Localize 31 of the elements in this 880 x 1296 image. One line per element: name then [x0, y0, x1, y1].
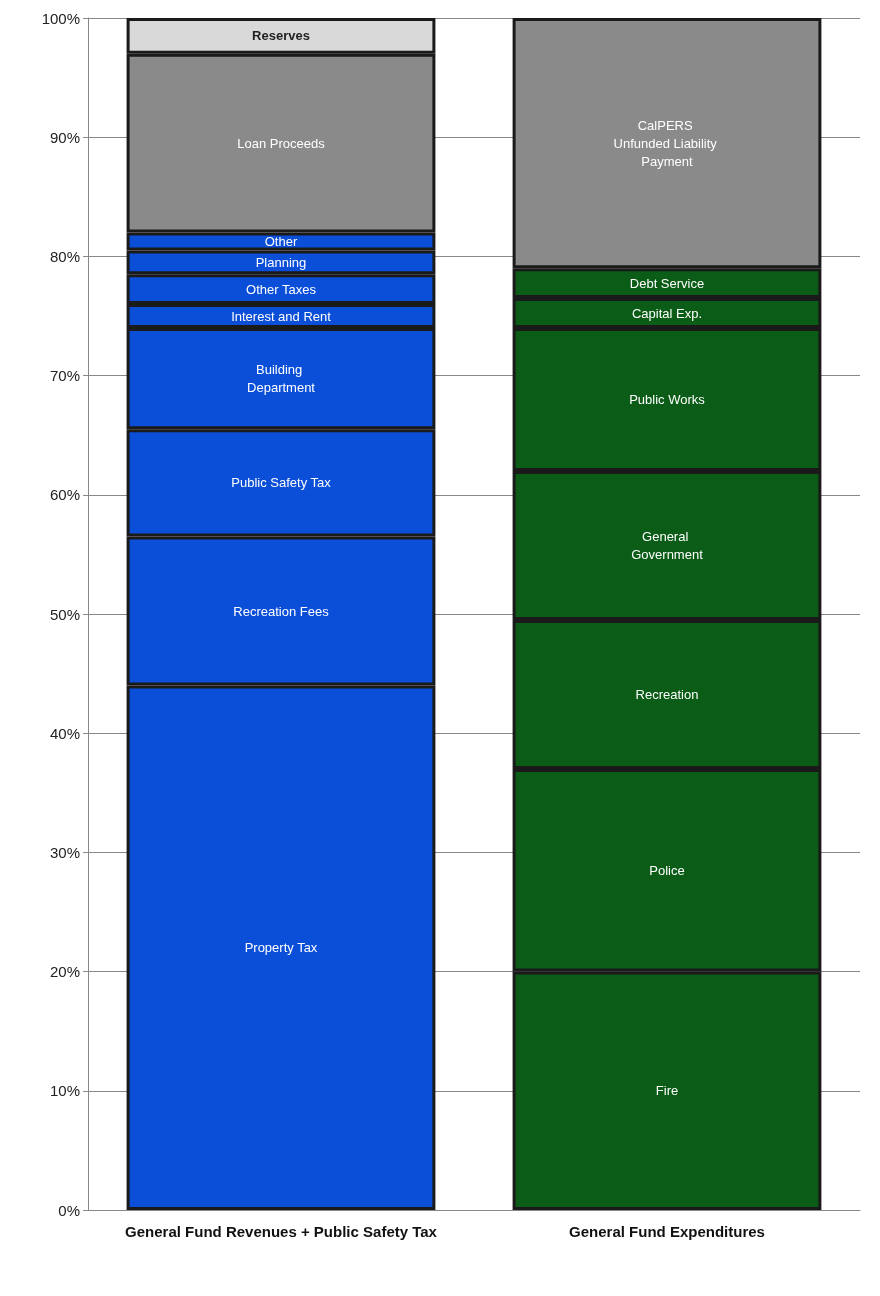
y-tick-label: 90% — [49, 128, 80, 146]
y-tick-label: 60% — [49, 486, 80, 504]
y-tick-label: 100% — [41, 9, 80, 27]
series-label: Public Works — [629, 391, 706, 407]
y-tick-label: 50% — [49, 605, 80, 623]
y-tick-label: 80% — [49, 247, 80, 265]
y-tick-label: 30% — [49, 843, 80, 861]
series-label: Fire — [655, 1083, 679, 1099]
series-label: General Government — [631, 528, 704, 562]
series-label: Debt Service — [629, 275, 705, 291]
series-label: Loan Proceeds — [237, 135, 326, 151]
y-tick-label: 10% — [49, 1082, 80, 1100]
series-label: Interest and Rent — [231, 308, 332, 324]
series-label: Planning — [255, 254, 307, 270]
x-tick-label: General Fund Revenues + Public Safety Tax — [125, 1223, 438, 1240]
series-label: Capital Exp. — [631, 305, 703, 321]
y-tick-label: 40% — [49, 724, 80, 742]
y-tick-label: 20% — [49, 963, 80, 981]
y-tick-label: 70% — [49, 367, 80, 385]
series-label: Reserves — [252, 28, 310, 44]
series-label: Recreation — [635, 686, 699, 702]
series-label: Recreation Fees — [233, 603, 330, 619]
y-tick-label: 0% — [58, 1201, 80, 1219]
series-label: Police — [649, 862, 685, 878]
series-label: Property Tax — [244, 940, 318, 956]
series-label: Other — [264, 234, 298, 249]
series-label: CalPERS Unfunded Liability Payment — [613, 117, 721, 169]
series-label: Other Taxes — [246, 281, 317, 297]
x-tick-label: General Fund Expenditures — [569, 1223, 765, 1240]
series-label: Building Department — [247, 362, 316, 396]
series-label: Public Safety Tax — [231, 475, 332, 491]
